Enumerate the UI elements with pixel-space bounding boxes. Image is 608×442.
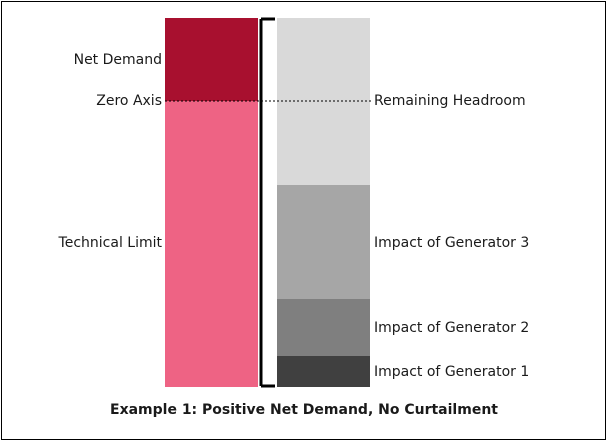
bracket (259, 17, 275, 388)
right-label: Impact of Generator 3 (374, 235, 529, 251)
technical-limit-block (165, 101, 258, 387)
generator-3-block (277, 185, 370, 299)
caption: Example 1: Positive Net Demand, No Curta… (110, 402, 498, 418)
left-label: Technical Limit (58, 235, 163, 251)
right-label: Impact of Generator 2 (374, 320, 529, 336)
generator-1-block (277, 356, 370, 387)
left-label: Zero Axis (96, 93, 162, 109)
generator-2-block (277, 299, 370, 356)
right-label: Impact of Generator 1 (374, 364, 529, 380)
right-label: Remaining Headroom (374, 93, 526, 109)
net-demand-block (165, 18, 258, 101)
left-label: Net Demand (74, 52, 162, 68)
